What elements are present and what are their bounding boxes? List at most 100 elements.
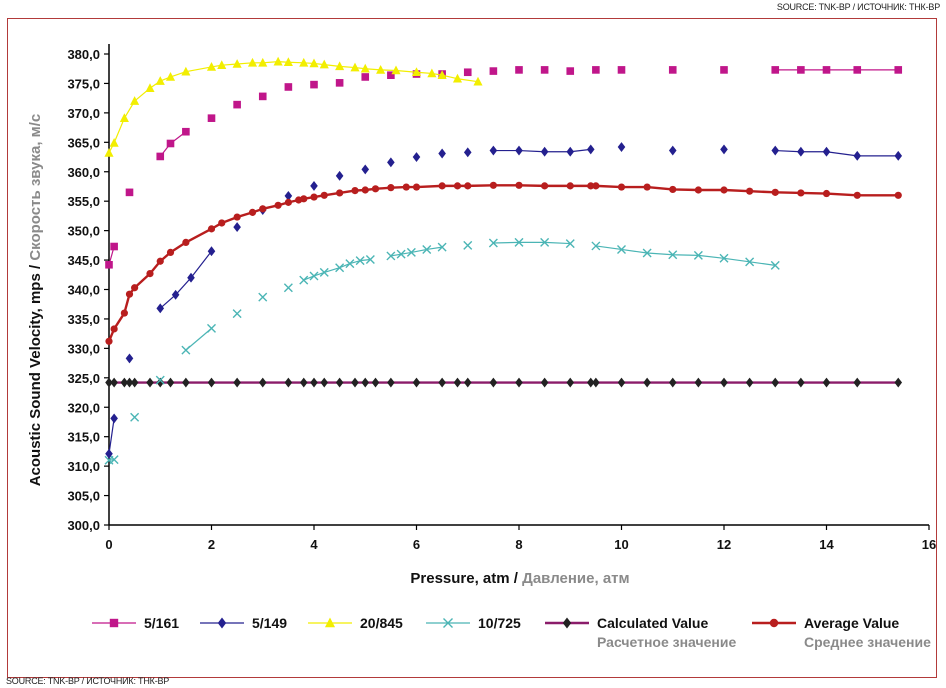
data-point <box>105 448 113 459</box>
data-point <box>643 183 651 191</box>
legend-label: 20/845 <box>360 615 403 631</box>
data-point <box>207 377 216 388</box>
data-point <box>894 377 903 388</box>
data-point <box>182 238 190 246</box>
data-point <box>771 377 780 388</box>
source-note-top: SOURCE: TNK-BP / ИСТОЧНИК: ТНК-ВР <box>776 2 940 12</box>
data-point <box>247 57 258 67</box>
data-point <box>769 618 779 628</box>
data-point <box>771 66 780 74</box>
data-point <box>746 187 754 195</box>
data-point <box>853 377 862 388</box>
data-point <box>489 145 498 156</box>
data-point <box>566 182 574 190</box>
y-tick-label: 325,0 <box>67 371 100 386</box>
data-point <box>463 240 473 250</box>
data-point <box>438 148 446 159</box>
data-point <box>617 142 626 152</box>
data-point <box>642 248 652 258</box>
data-point <box>283 283 293 293</box>
legend-item-calculated-value: Calculated Value Расчетное значение <box>545 615 736 650</box>
data-point <box>299 275 309 285</box>
data-point <box>350 62 360 72</box>
data-point <box>797 189 805 197</box>
data-point <box>165 72 176 81</box>
data-point <box>387 377 395 388</box>
data-point <box>105 377 113 388</box>
data-point <box>166 248 175 257</box>
series-10-725 <box>104 237 780 465</box>
y-axis-title-ru: Скорость звука, м/с <box>27 114 44 261</box>
data-point <box>592 377 600 388</box>
data-point <box>745 377 754 388</box>
legend-sublabel: Среднее значение <box>804 634 931 650</box>
data-point <box>120 309 128 317</box>
data-point <box>166 139 175 148</box>
data-point <box>259 205 267 213</box>
data-point <box>412 152 421 162</box>
data-point <box>120 377 129 388</box>
data-point <box>586 144 595 155</box>
data-point <box>274 201 282 209</box>
data-point <box>411 67 422 77</box>
legend-item-average-value: Average Value Среднее значение <box>752 615 931 650</box>
data-point <box>694 377 703 388</box>
y-tick-label: 370,0 <box>67 106 100 121</box>
data-point <box>109 455 119 465</box>
data-point <box>489 67 498 75</box>
data-point <box>371 377 380 388</box>
data-point <box>402 183 410 191</box>
data-point <box>719 253 729 263</box>
data-point <box>617 244 626 254</box>
data-point <box>284 190 293 201</box>
data-point <box>310 180 318 191</box>
data-point <box>181 66 191 76</box>
data-point <box>464 182 472 190</box>
x-axis-title-sep: / <box>510 570 523 587</box>
x-tick-label: 6 <box>413 537 420 552</box>
data-point <box>566 377 575 388</box>
data-point <box>335 377 344 388</box>
data-point <box>412 377 421 388</box>
data-point <box>540 377 549 388</box>
data-point <box>232 59 242 68</box>
data-point <box>617 66 626 74</box>
series-5-161 <box>105 66 903 269</box>
data-point <box>284 83 293 91</box>
data-point <box>217 60 227 69</box>
data-point <box>146 377 154 388</box>
data-point <box>319 267 329 277</box>
chart-legend: 5/161 5/149 20/845 10/725 Calculated Value Ра… <box>92 615 931 650</box>
y-tick-label: 365,0 <box>67 135 100 150</box>
y-tick-label: 320,0 <box>67 400 100 415</box>
y-axis-ticks: 300,0 305,0 310,0 315,0 320,0 325,0 330,0 335,0… <box>67 47 109 533</box>
x-tick-label: 4 <box>310 537 318 552</box>
data-point <box>438 377 446 388</box>
data-point <box>515 181 523 189</box>
data-point <box>155 76 165 85</box>
data-point <box>181 345 191 355</box>
data-point <box>310 80 318 89</box>
data-point <box>131 284 139 292</box>
data-point <box>617 377 626 388</box>
data-point <box>797 377 805 388</box>
chart-frame <box>7 18 937 678</box>
data-point <box>668 145 677 156</box>
data-point <box>771 145 780 156</box>
data-point <box>109 618 119 628</box>
data-point <box>668 250 678 260</box>
data-point <box>110 325 118 333</box>
y-tick-label: 300,0 <box>67 518 100 533</box>
data-point <box>273 56 283 66</box>
data-point <box>391 65 401 75</box>
data-point <box>668 377 677 388</box>
data-point <box>335 263 345 273</box>
data-point <box>693 250 703 260</box>
data-point <box>566 146 575 157</box>
data-point <box>452 73 463 83</box>
data-point <box>453 377 462 388</box>
series-line <box>108 61 479 154</box>
data-point <box>822 66 831 74</box>
y-tick-label: 355,0 <box>67 194 100 209</box>
data-point <box>386 251 396 261</box>
